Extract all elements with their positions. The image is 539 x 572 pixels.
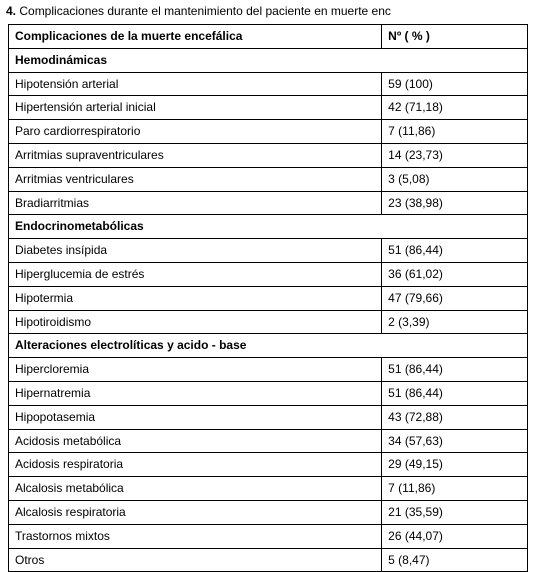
table-row: Hipopotasemia43 (72,88)	[9, 405, 528, 429]
row-value: 47 (79,66)	[382, 286, 528, 310]
section-header-row: Hemodinámicas	[9, 48, 528, 72]
row-value: 51 (86,44)	[382, 239, 528, 263]
table-row: Hipotiroidismo2 (3,39)	[9, 310, 528, 334]
row-label: Arritmias ventriculares	[9, 167, 382, 191]
table-row: Hipernatremia51 (86,44)	[9, 381, 528, 405]
section-header-row: Endocrinometabólicas	[9, 215, 528, 239]
table-row: Hipotensión arterial59 (100)	[9, 72, 528, 96]
table-header-row: Complicaciones de la muerte encefálica N…	[9, 25, 528, 49]
row-label: Hipotiroidismo	[9, 310, 382, 334]
row-value: 42 (71,18)	[382, 96, 528, 120]
row-value: 29 (49,15)	[382, 453, 528, 477]
table-row: Alcalosis metabólica7 (11,86)	[9, 477, 528, 501]
row-value: 3 (5,08)	[382, 167, 528, 191]
section-header-row: Alteraciones electrolíticas y acido - ba…	[9, 334, 528, 358]
row-label: Otros	[9, 548, 382, 572]
row-label: Acidosis metabólica	[9, 429, 382, 453]
section-title: Endocrinometabólicas	[9, 215, 528, 239]
row-value: 34 (57,63)	[382, 429, 528, 453]
section-title: Alteraciones electrolíticas y acido - ba…	[9, 334, 528, 358]
table-row: Hipercloremia51 (86,44)	[9, 358, 528, 382]
row-value: 14 (23,73)	[382, 143, 528, 167]
row-value: 51 (86,44)	[382, 358, 528, 382]
table-row: Hipertensión arterial inicial42 (71,18)	[9, 96, 528, 120]
header-count-pct: Nº ( % )	[382, 25, 528, 49]
row-value: 23 (38,98)	[382, 191, 528, 215]
row-label: Hipotermia	[9, 286, 382, 310]
row-label: Paro cardiorrespiratorio	[9, 120, 382, 144]
row-value: 7 (11,86)	[382, 120, 528, 144]
row-label: Hipercloremia	[9, 358, 382, 382]
row-value: 43 (72,88)	[382, 405, 528, 429]
table-row: Arritmias supraventriculares14 (23,73)	[9, 143, 528, 167]
section-title: Hemodinámicas	[9, 48, 528, 72]
table-row: Arritmias ventriculares3 (5,08)	[9, 167, 528, 191]
row-label: Hipertensión arterial inicial	[9, 96, 382, 120]
table-row: Acidosis metabólica34 (57,63)	[9, 429, 528, 453]
row-value: 7 (11,86)	[382, 477, 528, 501]
row-label: Diabetes insípida	[9, 239, 382, 263]
table-row: Otros5 (8,47)	[9, 548, 528, 572]
row-value: 26 (44,07)	[382, 524, 528, 548]
complications-table: Complicaciones de la muerte encefálica N…	[8, 24, 528, 572]
row-value: 36 (61,02)	[382, 262, 528, 286]
row-label: Hiperglucemia de estrés	[9, 262, 382, 286]
table-row: Bradiarritmias23 (38,98)	[9, 191, 528, 215]
table-row: Diabetes insípida51 (86,44)	[9, 239, 528, 263]
table-row: Paro cardiorrespiratorio7 (11,86)	[9, 120, 528, 144]
row-label: Trastornos mixtos	[9, 524, 382, 548]
caption-text: Complicaciones durante el mantenimiento …	[16, 4, 391, 18]
row-value: 21 (35,59)	[382, 500, 528, 524]
row-label: Hipernatremia	[9, 381, 382, 405]
row-label: Acidosis respiratoria	[9, 453, 382, 477]
table-row: Hiperglucemia de estrés36 (61,02)	[9, 262, 528, 286]
row-value: 2 (3,39)	[382, 310, 528, 334]
row-label: Hipotensión arterial	[9, 72, 382, 96]
table-row: Hipotermia47 (79,66)	[9, 286, 528, 310]
table-caption: 4. Complicaciones durante el mantenimien…	[0, 0, 539, 24]
row-value: 5 (8,47)	[382, 548, 528, 572]
row-label: Alcalosis respiratoria	[9, 500, 382, 524]
table-row: Trastornos mixtos26 (44,07)	[9, 524, 528, 548]
table-row: Alcalosis respiratoria21 (35,59)	[9, 500, 528, 524]
row-value: 59 (100)	[382, 72, 528, 96]
header-complications: Complicaciones de la muerte encefálica	[9, 25, 382, 49]
row-label: Arritmias supraventriculares	[9, 143, 382, 167]
caption-prefix: 4.	[6, 4, 16, 18]
row-label: Alcalosis metabólica	[9, 477, 382, 501]
row-label: Bradiarritmias	[9, 191, 382, 215]
row-label: Hipopotasemia	[9, 405, 382, 429]
table-row: Acidosis respiratoria29 (49,15)	[9, 453, 528, 477]
row-value: 51 (86,44)	[382, 381, 528, 405]
